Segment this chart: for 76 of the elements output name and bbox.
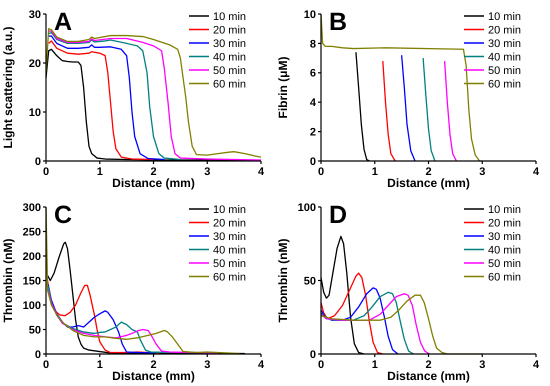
legend-label: 30 min	[488, 230, 522, 243]
legend-label: 40 min	[488, 244, 522, 256]
y-tick-label: 300	[22, 202, 41, 214]
x-tick-label: 0	[42, 166, 50, 178]
y-tick-label: 50	[28, 324, 41, 336]
legend-label: 10 min	[488, 204, 522, 216]
y-axis-title: Thrombin (nM)	[276, 238, 290, 322]
legend-label: 10 min	[488, 10, 522, 23]
legend-label: 30 min	[488, 38, 522, 50]
legend-label: 40 min	[488, 51, 522, 64]
x-tick-label: 2	[425, 359, 432, 371]
y-tick-label: 8	[310, 38, 316, 50]
y-tick-label: 0	[34, 348, 41, 361]
y-tick-label: 10	[304, 8, 316, 21]
legend-label: 10 min	[213, 204, 246, 216]
chart-title: C	[54, 201, 72, 229]
x-tick-label: 4	[258, 359, 265, 371]
legend-label: 60 min	[213, 271, 246, 284]
legend-label: 60 min	[488, 78, 522, 90]
y-tick-label: 2	[310, 126, 316, 138]
x-tick-label: 1	[372, 166, 378, 178]
x-tick-label: 1	[96, 359, 103, 371]
y-tick-label: 0	[34, 156, 41, 168]
legend-label: 20 min	[488, 24, 522, 36]
y-tick-label: 50	[304, 275, 316, 288]
legend-label: 20 min	[488, 217, 522, 230]
x-axis-title: Distance (mm)	[112, 369, 195, 383]
chart-title: A	[54, 8, 72, 36]
legend-label: 60 min	[213, 78, 246, 90]
x-tick-label: 3	[479, 166, 486, 178]
chart-title: D	[329, 201, 348, 229]
x-tick-label: 0	[318, 166, 324, 178]
legend-label: 50 min	[213, 64, 246, 77]
y-tick-label: 0	[310, 156, 316, 168]
legend-label: 30 min	[213, 38, 246, 50]
x-tick-label: 1	[96, 166, 103, 178]
legend-label: 40 min	[213, 51, 246, 64]
x-tick-label: 2	[150, 166, 157, 178]
legend-label: 50 min	[213, 258, 246, 270]
legend-label: 60 min	[488, 271, 522, 284]
y-tick-label: 10	[28, 106, 41, 119]
y-axis-title: Thrombin (nM)	[1, 238, 15, 322]
x-axis-title: Distance (mm)	[112, 176, 195, 190]
chart-title: B	[329, 8, 348, 36]
x-tick-label: 2	[425, 166, 432, 178]
y-tick-label: 250	[22, 226, 41, 238]
legend-label: 50 min	[488, 64, 522, 77]
x-tick-label: 0	[318, 359, 324, 371]
y-axis-title: Fibrin (μM)	[276, 56, 290, 118]
legend-label: 10 min	[213, 10, 246, 23]
y-tick-label: 6	[310, 68, 316, 80]
x-tick-label: 2	[150, 359, 157, 371]
y-tick-label: 200	[22, 250, 41, 263]
x-tick-label: 3	[204, 359, 210, 371]
legend-label: 20 min	[213, 217, 246, 230]
y-tick-label: 100	[22, 300, 41, 312]
y-tick-label: 20	[28, 58, 41, 70]
legend-label: 20 min	[213, 24, 246, 36]
legend-label: 50 min	[488, 258, 522, 270]
y-tick-label: 4	[310, 97, 317, 110]
y-tick-label: 150	[22, 275, 41, 288]
x-tick-label: 4	[532, 166, 540, 178]
y-tick-label: 100	[298, 202, 316, 214]
y-tick-label: 0	[310, 348, 316, 361]
x-tick-label: 0	[42, 359, 50, 371]
x-tick-label: 4	[532, 359, 540, 371]
x-tick-label: 3	[204, 166, 210, 178]
x-axis-title: Distance (mm)	[387, 176, 470, 190]
x-axis-title: Distance (mm)	[387, 369, 470, 383]
x-tick-label: 3	[479, 359, 486, 371]
x-tick-label: 1	[372, 359, 378, 371]
x-tick-label: 4	[258, 166, 265, 178]
legend-label: 40 min	[213, 244, 246, 256]
y-tick-label: 30	[28, 8, 41, 21]
y-axis-title: Light scattering (a.u.)	[1, 26, 15, 149]
legend-label: 30 min	[213, 230, 246, 243]
